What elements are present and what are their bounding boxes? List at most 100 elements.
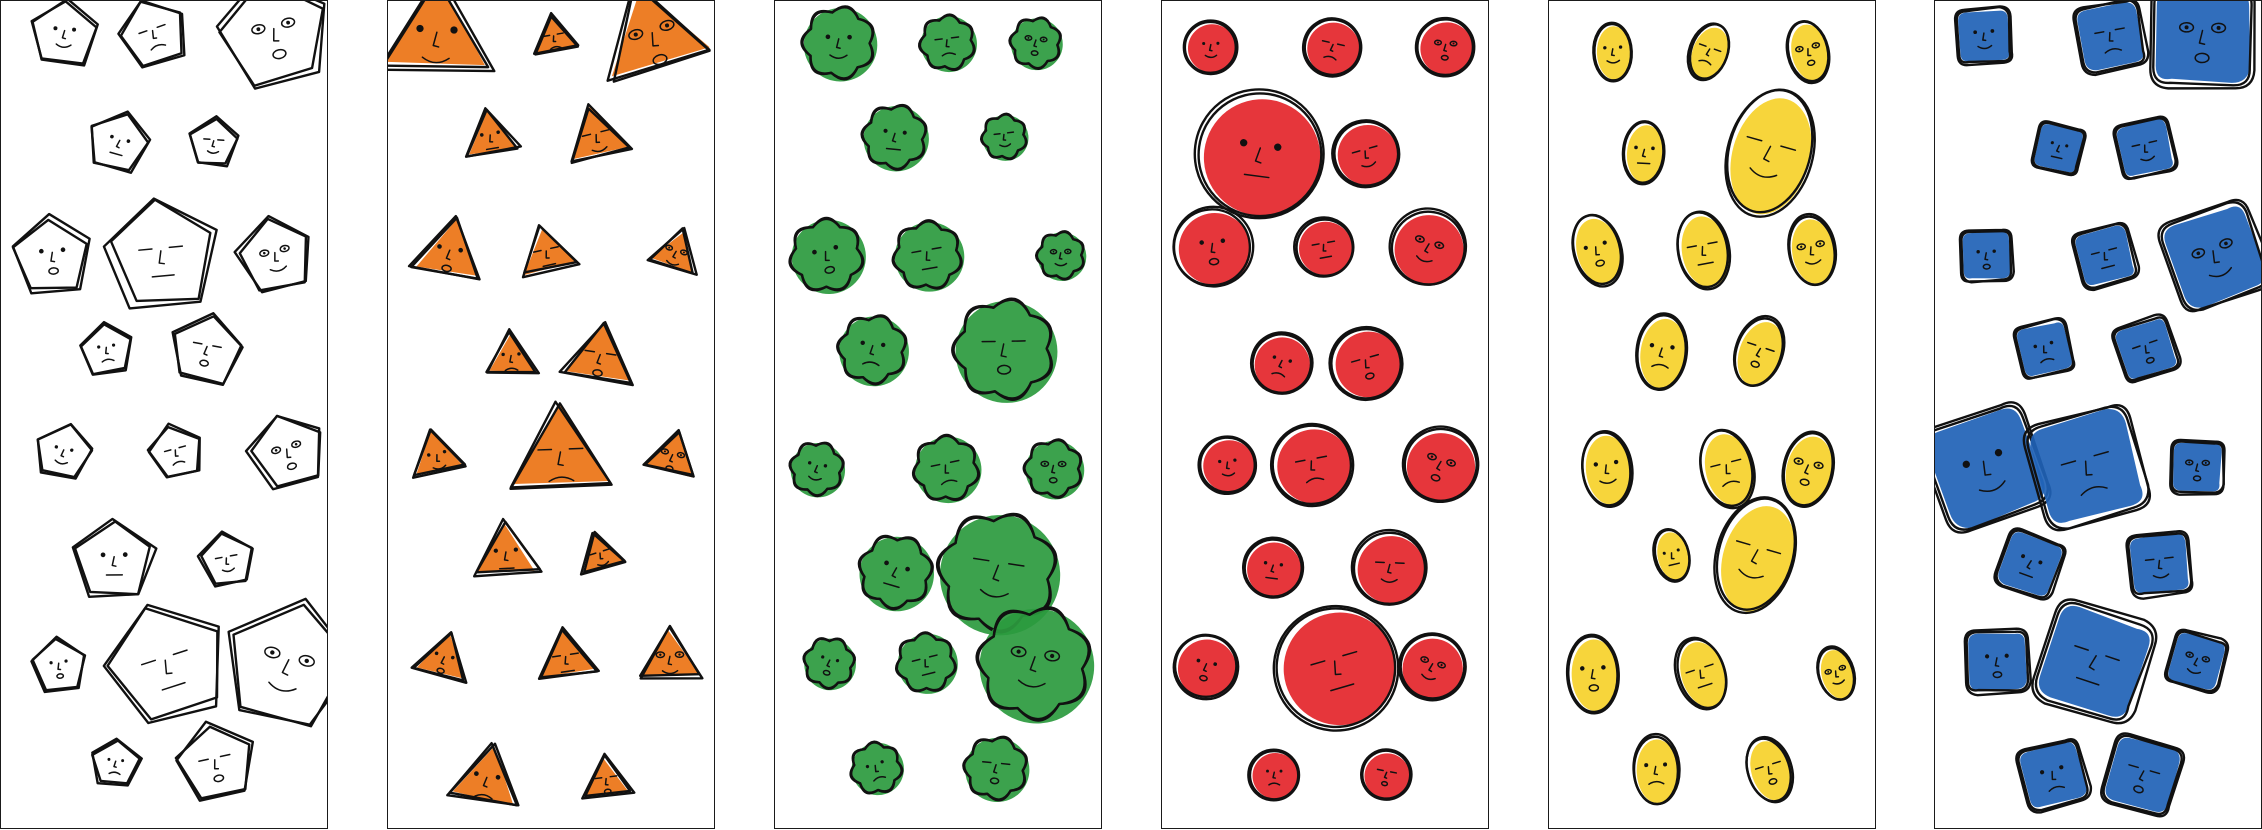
pentagon-face-icon (36, 422, 94, 480)
rounded-square-face-icon (2012, 316, 2076, 380)
triangle-face-icon (509, 400, 613, 490)
rounded-square-face-icon (1935, 401, 2052, 534)
triangle-face-icon (532, 11, 580, 56)
triangle-face-icon (473, 517, 543, 578)
circle-face-icon (1328, 325, 1404, 402)
circle-faces-pattern (1172, 16, 1480, 802)
rounded-square-face-icon (2169, 438, 2226, 496)
triangle-face-icon (521, 224, 581, 279)
cloud-face-icon (975, 606, 1095, 724)
panel-triangle-faces (387, 0, 715, 829)
pentagon-face-icon (102, 603, 220, 725)
cloud-face-icon (788, 441, 846, 498)
rounded-square-face-icon (2163, 628, 2230, 694)
panel-circle-faces (1161, 0, 1489, 829)
triangle-face-icon (411, 428, 467, 479)
oval-face-icon (1581, 430, 1634, 509)
circle-face-icon (1197, 435, 1258, 496)
cloud-face-icon (802, 637, 856, 691)
oval-faces-pattern (1565, 20, 1857, 806)
rounded-square-face-icon (2072, 1, 2150, 77)
oval-face-icon (1732, 314, 1786, 387)
cloud-face-icon (911, 433, 982, 504)
oval-face-icon (1676, 210, 1732, 291)
cloud-face-icon (1022, 438, 1085, 500)
cloud-face-icon (951, 297, 1058, 403)
cloud-face-icon (895, 631, 958, 694)
circle-face-icon (1172, 205, 1255, 288)
oval-face-icon (1724, 88, 1816, 218)
triangle-face-icon (581, 752, 636, 800)
circle-face-icon (1350, 528, 1428, 606)
circle-face-icon (1242, 536, 1305, 599)
rounded-square-face-icon (2030, 120, 2087, 177)
triangle-face-icon (537, 626, 600, 680)
cloud-face-icon (800, 5, 878, 82)
pentagon-face-icon (227, 597, 327, 728)
circle-face-icon (1269, 422, 1355, 508)
panel-oval-faces (1548, 0, 1876, 829)
oval-face-icon (1621, 120, 1666, 186)
pentagon-face-icon (146, 422, 201, 479)
oval-face-icon (1571, 213, 1624, 288)
cloud-face-icon (891, 219, 965, 292)
circle-face-icon (1172, 633, 1240, 701)
pentagon-face-icon (233, 214, 310, 294)
pentagon-face-icon (91, 737, 143, 787)
circle-face-icon (1397, 632, 1467, 702)
cloud-face-icon (918, 13, 977, 73)
pentagon-face-icon (30, 635, 87, 694)
rounded-square-face-icon (1953, 5, 2014, 67)
panel-square-faces (1934, 0, 2262, 829)
oval-face-icon (1673, 636, 1728, 711)
circle-face-icon (1247, 748, 1301, 802)
triangle-face-icon (485, 328, 541, 375)
cloud-face-icon (860, 103, 929, 172)
rounded-square-face-icon (2149, 1, 2256, 90)
circle-face-icon (1193, 88, 1325, 220)
oval-face-icon (1686, 22, 1731, 82)
oval-face-icon (1816, 645, 1857, 701)
triangle-face-icon (464, 107, 523, 158)
panel-pentagon-faces (0, 0, 328, 829)
triangle-faces-pattern (388, 1, 711, 807)
cloud-face-icon (962, 735, 1030, 803)
rounded-square-face-icon (2031, 598, 2158, 725)
triangle-face-icon (570, 103, 634, 165)
triangle-face-icon (407, 214, 481, 281)
circle-face-icon (1331, 119, 1401, 189)
pentagon-faces-pattern (11, 1, 327, 802)
cloud-face-icon (849, 740, 904, 796)
rounded-square-face-icon (2100, 732, 2186, 818)
pentagon-face-icon (71, 517, 158, 598)
oval-face-icon (1652, 527, 1691, 583)
circle-face-icon (1272, 604, 1400, 732)
pentagon-face-icon (174, 720, 255, 802)
circle-face-icon (1182, 19, 1239, 76)
cloud-faces-pattern (788, 5, 1095, 803)
circle-face-icon (1250, 331, 1314, 395)
rounded-square-face-icon (1958, 228, 2015, 284)
triangle-face-icon (642, 428, 695, 478)
circle-face-icon (1414, 16, 1476, 78)
triangle-face-icon (410, 631, 468, 684)
triangle-face-icon (638, 624, 704, 680)
pentagon-face-icon (188, 115, 240, 168)
pentagon-face-icon (215, 1, 326, 90)
cloud-face-icon (836, 314, 909, 387)
circle-face-icon (1401, 425, 1480, 504)
triangle-face-icon (579, 530, 627, 576)
rounded-square-face-icon (2157, 198, 2261, 313)
panel-cloud-faces (774, 0, 1102, 829)
circle-face-icon (1360, 748, 1413, 801)
rounded-square-face-icon (2125, 529, 2194, 600)
oval-face-icon (1635, 312, 1689, 392)
oval-face-icon (1781, 430, 1835, 508)
rounded-square-face-icon (2111, 313, 2182, 384)
oval-face-icon (1565, 633, 1620, 715)
pentagon-face-icon (30, 1, 99, 67)
triangle-face-icon (646, 226, 698, 276)
cloud-face-icon (1035, 230, 1087, 281)
pentagon-face-icon (79, 320, 133, 376)
